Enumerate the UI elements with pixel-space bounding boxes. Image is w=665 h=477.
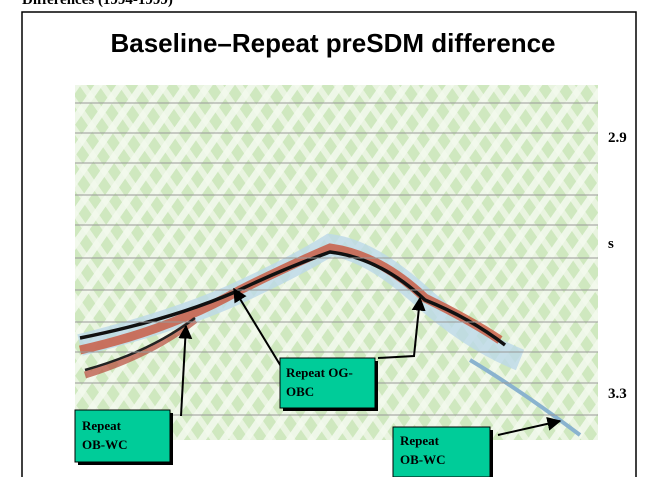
callout: Repeat OB-WC [74, 409, 173, 465]
callout-text: OBC [286, 384, 314, 399]
callout: Repeat OB-WC [392, 426, 493, 477]
axis-label: 3.3 [608, 386, 627, 402]
arrows [178, 287, 562, 436]
callout-text: Repeat [400, 433, 440, 448]
axis-label: s [608, 236, 614, 252]
callout-text: OB-WC [400, 452, 446, 467]
callout: Repeat OG- OBC [279, 357, 378, 411]
title: Baseline–Repeat preSDM difference [110, 28, 555, 58]
callout-text: OB-WC [82, 437, 128, 452]
caption: Differences (1994-1999) [22, 0, 173, 8]
frame [21, 11, 637, 477]
callout-text: Repeat [82, 418, 122, 433]
axis-label: 2.9 [608, 130, 627, 146]
callout-text: Repeat OG- [286, 365, 353, 380]
seismic-image [75, 85, 598, 440]
